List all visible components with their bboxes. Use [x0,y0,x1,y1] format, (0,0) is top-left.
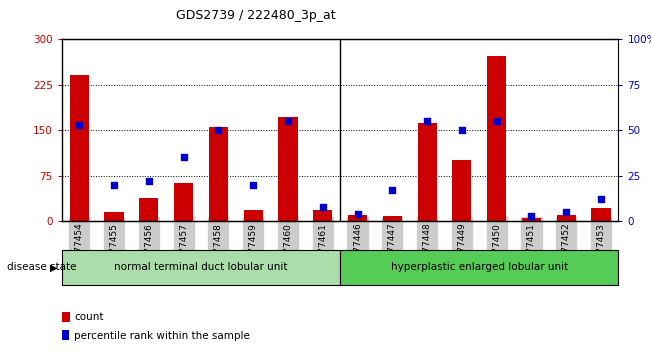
Point [74,122,85,127]
Bar [209,127,228,221]
Point [492,118,502,124]
Point [144,178,154,184]
Bar [279,117,298,221]
Text: normal terminal duct lobular unit: normal terminal duct lobular unit [114,262,288,272]
Point [526,213,536,219]
Text: GDS2739 / 222480_3p_at: GDS2739 / 222480_3p_at [176,9,335,22]
Text: disease state: disease state [7,262,76,272]
Bar [557,215,576,221]
Bar [383,216,402,221]
Point [422,118,432,124]
Point [178,155,189,160]
Text: hyperplastic enlarged lobular unit: hyperplastic enlarged lobular unit [391,262,568,272]
Text: percentile rank within the sample: percentile rank within the sample [74,331,250,341]
Point [457,127,467,133]
Point [283,118,293,124]
Bar [313,210,332,221]
Bar [62,330,69,340]
Point [109,182,119,188]
Bar [417,123,437,221]
Bar [487,56,506,221]
Bar [348,215,367,221]
Point [213,127,223,133]
Bar [522,218,541,221]
Point [352,211,363,217]
Point [561,209,572,215]
Bar [104,212,124,221]
Bar [174,183,193,221]
Bar [243,210,263,221]
Text: ▶: ▶ [49,262,57,272]
Bar [592,208,611,221]
Point [248,182,258,188]
Text: count: count [74,312,104,322]
Bar [62,312,70,322]
Point [387,187,398,193]
Bar [70,75,89,221]
Bar [452,160,471,221]
Point [596,196,606,202]
Point [318,204,328,210]
Bar [139,198,158,221]
